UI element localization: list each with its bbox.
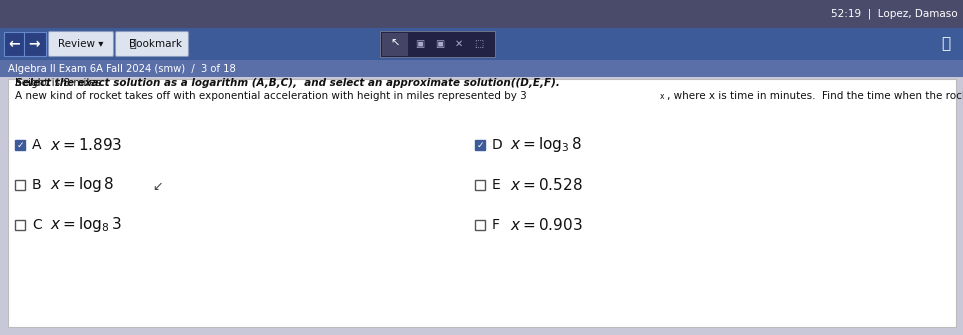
Text: $x=0.903$: $x=0.903$ — [510, 217, 583, 233]
FancyBboxPatch shape — [48, 31, 114, 57]
Text: ⏸: ⏸ — [941, 37, 950, 52]
Text: ↙: ↙ — [152, 181, 163, 194]
Text: A: A — [32, 138, 41, 152]
Bar — [15, 180, 25, 190]
Text: ✕: ✕ — [455, 39, 463, 49]
Text: height is 8 miles.: height is 8 miles. — [15, 78, 108, 88]
Bar — [15, 220, 25, 230]
Text: Algebra II Exam 6A Fall 2024 (smw)  /  3 of 18: Algebra II Exam 6A Fall 2024 (smw) / 3 o… — [8, 64, 236, 74]
Bar — [475, 220, 485, 230]
Text: E: E — [492, 178, 501, 192]
Text: →: → — [28, 37, 39, 51]
Bar — [475, 180, 485, 190]
Text: ↖: ↖ — [390, 39, 400, 49]
Text: ←: ← — [9, 37, 20, 51]
Text: Select the exact solution as a logarithm (A,B,C),  and select an approximate sol: Select the exact solution as a logarithm… — [15, 78, 560, 88]
Bar — [475, 140, 485, 150]
Text: D: D — [492, 138, 503, 152]
Text: C: C — [32, 218, 41, 232]
Text: ▣: ▣ — [415, 39, 425, 49]
Text: B: B — [32, 178, 41, 192]
Text: F: F — [492, 218, 500, 232]
Text: ✓: ✓ — [16, 140, 24, 149]
Text: ▣: ▣ — [435, 39, 445, 49]
Text: x: x — [660, 92, 664, 101]
Bar — [4, 32, 46, 56]
Bar — [15, 140, 25, 150]
Text: Bookmark: Bookmark — [128, 39, 181, 49]
Text: 52:19  |  Lopez, Damaso: 52:19 | Lopez, Damaso — [831, 9, 958, 19]
Bar — [382, 33, 408, 56]
Text: A new kind of rocket takes off with exponential acceleration with height in mile: A new kind of rocket takes off with expo… — [15, 91, 527, 101]
Bar — [0, 28, 963, 60]
Text: Review ▾: Review ▾ — [58, 39, 104, 49]
FancyBboxPatch shape — [116, 31, 189, 57]
Bar — [0, 0, 963, 28]
Text: $x=\log 8$: $x=\log 8$ — [50, 176, 115, 195]
Bar — [0, 60, 963, 77]
Text: $x=\log_8 3$: $x=\log_8 3$ — [50, 215, 121, 234]
Text: $x=0.528$: $x=0.528$ — [510, 177, 583, 193]
Text: 🔖: 🔖 — [130, 39, 137, 49]
Text: ✓: ✓ — [477, 140, 483, 149]
FancyBboxPatch shape — [8, 79, 956, 327]
Text: $x=1.893$: $x=1.893$ — [50, 137, 122, 153]
Text: , where x is time in minutes.  Find the time when the rocket's: , where x is time in minutes. Find the t… — [667, 91, 963, 101]
Text: ⬚: ⬚ — [475, 39, 483, 49]
Text: $x=\log_3 8$: $x=\log_3 8$ — [510, 135, 582, 154]
Bar — [380, 31, 495, 57]
